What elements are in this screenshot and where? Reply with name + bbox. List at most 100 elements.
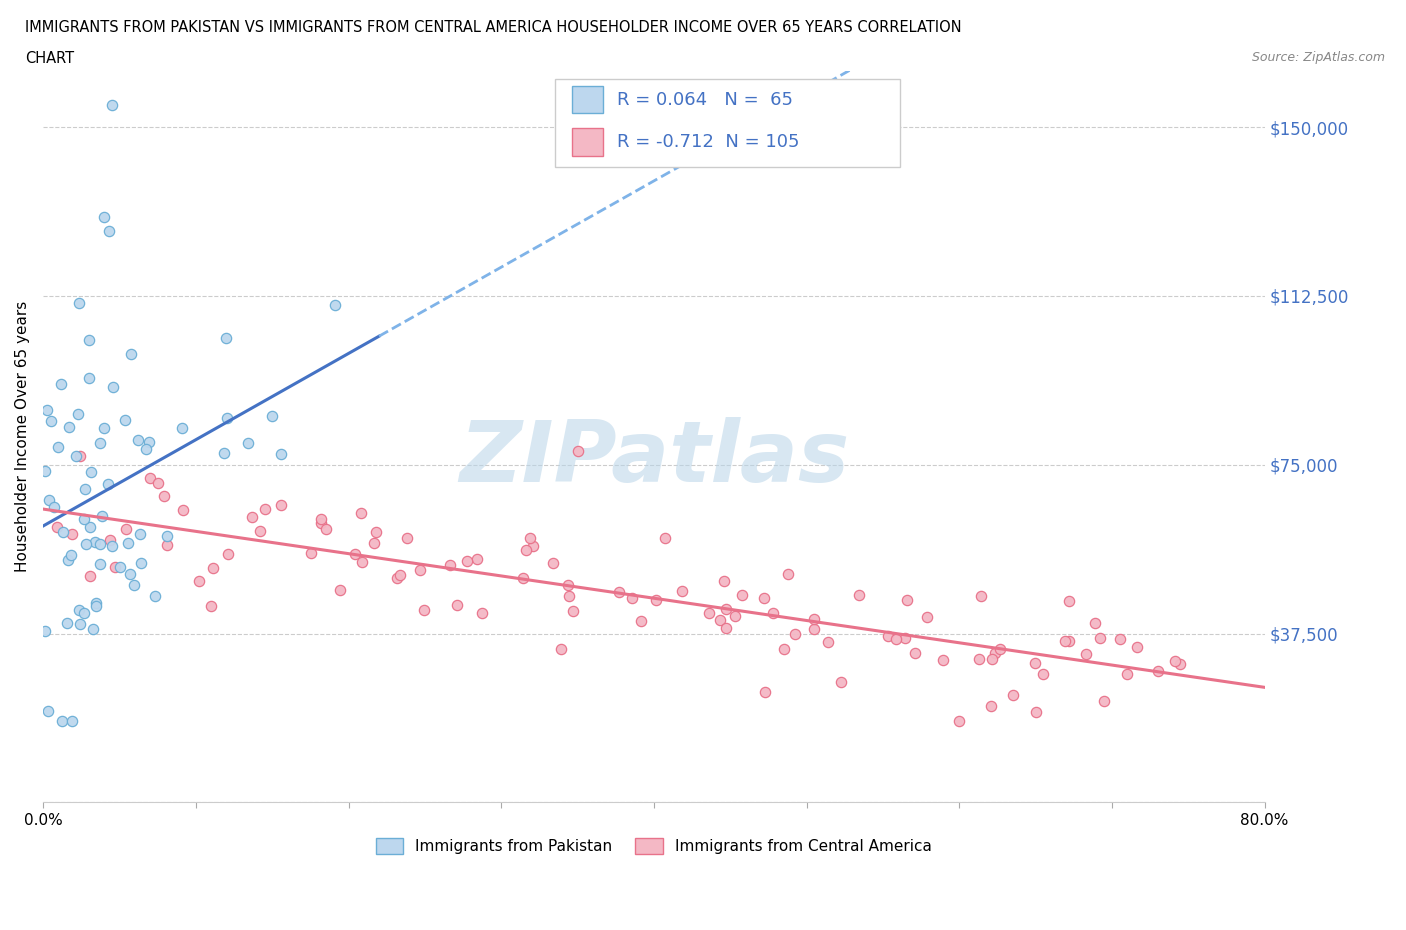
Point — [1147, 664, 1170, 679]
Point — [236, 436, 259, 451]
Point — [761, 605, 783, 620]
Point — [630, 614, 652, 629]
Point — [143, 589, 166, 604]
Point — [270, 446, 292, 461]
Point — [558, 589, 581, 604]
Point — [253, 501, 276, 516]
Point — [69, 449, 91, 464]
Point — [117, 536, 139, 551]
Point — [83, 535, 105, 550]
Point — [97, 223, 120, 238]
Point — [848, 587, 870, 602]
Point — [709, 612, 731, 627]
Point — [49, 377, 72, 392]
Point — [104, 560, 127, 575]
Point — [557, 578, 579, 592]
Point — [67, 296, 90, 311]
Point — [156, 528, 179, 543]
Point — [620, 591, 643, 605]
Point — [754, 684, 776, 699]
Point — [240, 510, 263, 525]
Point — [550, 641, 572, 656]
Point — [39, 413, 62, 428]
Point — [67, 603, 90, 618]
Point — [100, 538, 122, 553]
Point — [73, 605, 96, 620]
Point — [350, 505, 373, 520]
Point — [967, 652, 990, 667]
Point — [671, 583, 693, 598]
Point — [103, 379, 125, 394]
Point — [127, 432, 149, 447]
Point — [1057, 593, 1080, 608]
Point — [467, 551, 489, 566]
Point — [311, 512, 333, 527]
Point — [607, 585, 630, 600]
Point — [131, 556, 153, 571]
Point — [48, 440, 70, 455]
Point — [562, 604, 585, 618]
Point — [84, 596, 107, 611]
Point — [34, 624, 56, 639]
Point — [187, 574, 209, 589]
Point — [329, 582, 352, 597]
Point — [217, 547, 239, 562]
Point — [716, 602, 738, 617]
Point — [1057, 633, 1080, 648]
Point — [1002, 688, 1025, 703]
Point — [1126, 639, 1149, 654]
Point — [77, 333, 100, 348]
Point — [200, 598, 222, 613]
Point — [731, 587, 754, 602]
Point — [60, 714, 83, 729]
Point — [69, 617, 91, 631]
Point — [42, 499, 65, 514]
Point — [79, 519, 101, 534]
Point — [215, 410, 238, 425]
Point — [77, 370, 100, 385]
Point — [212, 445, 235, 460]
Point — [93, 421, 115, 436]
Point — [91, 509, 114, 524]
Point — [988, 642, 1011, 657]
Point — [1164, 653, 1187, 668]
Point — [37, 403, 59, 418]
Point — [89, 435, 111, 450]
Point — [34, 463, 56, 478]
Point — [893, 631, 915, 645]
Point — [156, 538, 179, 552]
Point — [915, 610, 938, 625]
Point — [803, 612, 825, 627]
Text: IMMIGRANTS FROM PAKISTAN VS IMMIGRANTS FROM CENTRAL AMERICA HOUSEHOLDER INCOME O: IMMIGRANTS FROM PAKISTAN VS IMMIGRANTS F… — [25, 20, 962, 35]
Point — [201, 561, 224, 576]
Point — [876, 629, 898, 644]
Point — [1109, 631, 1132, 646]
Text: Source: ZipAtlas.com: Source: ZipAtlas.com — [1251, 51, 1385, 64]
Point — [98, 532, 121, 547]
Point — [409, 563, 432, 578]
Point — [980, 699, 1002, 714]
Point — [344, 546, 367, 561]
Point — [385, 570, 408, 585]
Point — [65, 448, 87, 463]
Point — [115, 522, 138, 537]
Point — [886, 631, 908, 646]
Point — [79, 568, 101, 583]
Point — [299, 546, 322, 561]
Point — [714, 621, 737, 636]
Point — [89, 537, 111, 551]
Point — [120, 347, 142, 362]
Point — [66, 407, 89, 422]
Point — [114, 413, 136, 428]
Point — [215, 330, 238, 345]
Point — [522, 538, 544, 553]
Point — [51, 714, 73, 729]
Point — [139, 471, 162, 485]
Point — [172, 420, 194, 435]
Point — [446, 597, 468, 612]
Point — [56, 615, 79, 630]
Point — [37, 703, 59, 718]
Point — [1092, 694, 1115, 709]
Point — [84, 599, 107, 614]
Point — [270, 497, 292, 512]
